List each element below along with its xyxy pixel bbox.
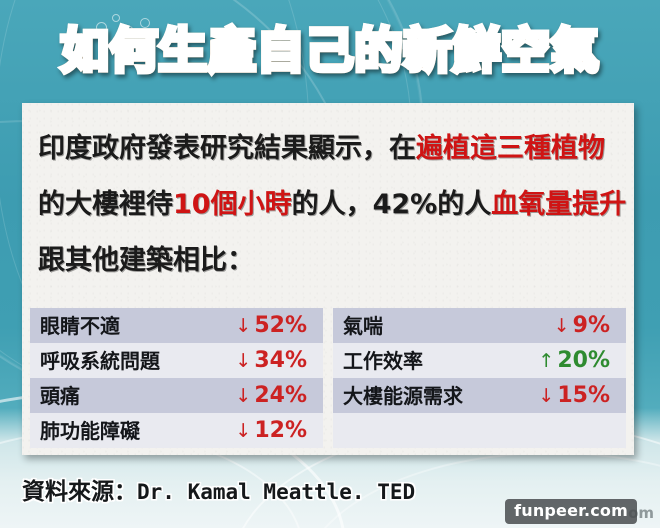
arrow-down-icon: ↓: [235, 314, 252, 337]
stat-row: 肺功能障礙 ↓ 12%: [30, 413, 323, 448]
stat-row: 頭痛 ↓ 24%: [30, 378, 323, 413]
stat-value: ↓ 24%: [235, 382, 307, 408]
stat-label: 工作效率: [343, 348, 423, 373]
stat-row: 工作效率 ↑ 20%: [333, 343, 626, 378]
stat-row: 眼睛不適 ↓ 52%: [30, 308, 323, 343]
watermark-badge: funpeer.com: [505, 499, 637, 524]
stat-label: 呼吸系統問題: [40, 348, 160, 373]
arrow-down-icon: ↓: [235, 384, 252, 407]
stat-value: ↓ 52%: [235, 312, 307, 338]
bubble-decoration-3: [126, 26, 133, 33]
body-paragraph: 印度政府發表研究結果顯示，在遍植這三種植物 的大樓裡待10個小時的人，42%的人…: [38, 121, 627, 289]
arrow-down-icon: ↓: [538, 384, 555, 407]
stats-column-right: 氣喘 ↓ 9% 工作效率 ↑ 20% 大樓能源需求 ↓ 15%: [333, 308, 626, 448]
paragraph-run-2-2: 10個小時: [173, 189, 292, 220]
stat-value: ↓ 9%: [553, 312, 610, 338]
source-credit: 資料來源：Dr. Kamal Meattle. TED: [22, 472, 415, 506]
paragraph-run-1-2: 遍植這三種植物: [416, 133, 605, 164]
stat-value: ↑ 20%: [538, 347, 610, 373]
stat-label: 氣喘: [343, 313, 383, 338]
arrow-down-icon: ↓: [235, 419, 252, 442]
content-panel: 印度政府發表研究結果顯示，在遍植這三種植物 的大樓裡待10個小時的人，42%的人…: [22, 103, 634, 455]
stat-value: ↓ 34%: [235, 347, 307, 373]
paragraph-run-2-1: 的大樓裡待: [38, 189, 173, 220]
bubble-decoration-1: [96, 22, 107, 33]
paragraph-line-2: 的大樓裡待10個小時的人，42%的人血氧量提升: [38, 177, 627, 233]
arrow-down-icon: ↓: [553, 314, 570, 337]
source-prefix: 資料來源：: [22, 479, 137, 505]
stat-value: ↓ 12%: [235, 417, 307, 443]
arrow-down-icon: ↓: [235, 349, 252, 372]
stat-value: ↓ 15%: [538, 382, 610, 408]
title-banner: 如何生產自己的新鮮空氣: [0, 21, 660, 84]
stat-row: 呼吸系統問題 ↓ 34%: [30, 343, 323, 378]
bubble-decoration-2: [112, 14, 120, 22]
stat-row: 氣喘 ↓ 9%: [333, 308, 626, 343]
stat-label: 大樓能源需求: [343, 383, 463, 408]
stat-label: 肺功能障礙: [40, 418, 140, 443]
bubble-decoration-4: [140, 18, 150, 28]
stats-column-left: 眼睛不適 ↓ 52% 呼吸系統問題 ↓ 34% 頭痛 ↓ 24% 肺功能障礙 ↓ 12%: [30, 308, 323, 448]
paragraph-run-2-3: 的人，42%的人: [291, 189, 492, 220]
paragraph-line-1: 印度政府發表研究結果顯示，在遍植這三種植物: [38, 121, 624, 177]
poster-title: 如何生產自己的新鮮空氣: [58, 21, 601, 82]
statistics-tables: 眼睛不適 ↓ 52% 呼吸系統問題 ↓ 34% 頭痛 ↓ 24% 肺功能障礙 ↓ 12% 氣喘 ↓ 9% 工…: [30, 308, 626, 448]
stat-label: 頭痛: [40, 383, 80, 408]
stat-label: 眼睛不適: [40, 313, 120, 338]
stat-row: [333, 413, 626, 448]
source-author: Dr. Kamal Meattle. TED: [137, 480, 416, 504]
stat-row: 大樓能源需求 ↓ 15%: [333, 378, 626, 413]
paragraph-run-3-1: 跟其他建築相比：: [38, 245, 254, 276]
paragraph-line-3: 跟其他建築相比：: [38, 233, 624, 289]
paragraph-run-2-4: 血氧量提升: [491, 189, 627, 220]
paragraph-run-1-1: 印度政府發表研究結果顯示，在: [38, 133, 416, 164]
arrow-up-icon: ↑: [538, 349, 555, 372]
